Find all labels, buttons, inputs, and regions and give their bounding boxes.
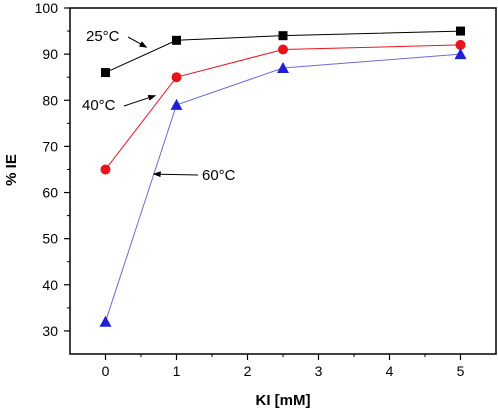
data-point-triangle (99, 315, 112, 327)
data-point-square (456, 26, 465, 36)
y-tick-label: 40 (42, 277, 58, 293)
x-tick-label: 3 (315, 363, 323, 379)
x-tick-label: 1 (173, 363, 181, 379)
y-tick-label: 30 (42, 323, 58, 339)
annotation-label: 60°C (202, 167, 236, 184)
data-point-circle (171, 72, 182, 83)
data-point-circle (455, 39, 466, 50)
y-tick-label: 80 (42, 92, 58, 108)
annotation-arrow (127, 36, 148, 48)
annotations: 25°C 40°C 60°C (82, 28, 236, 184)
series-lines (105, 30, 461, 322)
y-axis: 30 40 50 60 70 80 90 100 (35, 0, 70, 339)
annotation-label: 40°C (82, 97, 116, 114)
annotation-arrow (123, 95, 157, 107)
series-line-1 (105, 44, 461, 170)
data-point-square (172, 35, 181, 45)
y-tick-label: 90 (42, 46, 58, 62)
y-axis-title: % IE (3, 154, 20, 186)
annotation-label: 25°C (86, 28, 120, 45)
y-tick-label: 70 (42, 138, 58, 154)
x-tick-label: 5 (457, 363, 465, 379)
x-axis-title: KI [mM] (256, 392, 311, 409)
data-point-circle (100, 164, 111, 175)
y-tick-label: 100 (35, 0, 59, 16)
data-point-triangle (170, 98, 183, 110)
x-tick-label: 0 (102, 363, 110, 379)
data-point-circle (278, 44, 288, 55)
y-tick-label: 60 (42, 185, 58, 201)
data-point-triangle (454, 48, 467, 60)
series-markers (99, 26, 467, 327)
series-line-2 (105, 53, 461, 322)
data-point-triangle (277, 61, 289, 73)
data-point-square (278, 31, 288, 41)
data-point-square (101, 68, 110, 78)
x-tick-label: 4 (386, 363, 394, 379)
y-tick-label: 50 (42, 231, 58, 247)
x-tick-label: 2 (244, 363, 252, 379)
series-line-0 (105, 30, 461, 74)
annotation-arrow (152, 171, 199, 178)
x-axis: 0 1 2 3 4 5 (102, 354, 465, 379)
